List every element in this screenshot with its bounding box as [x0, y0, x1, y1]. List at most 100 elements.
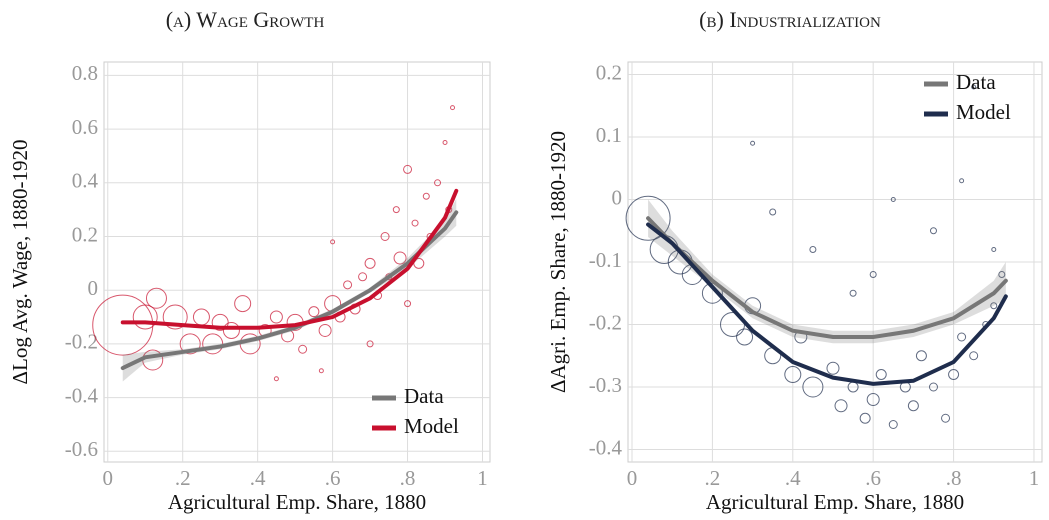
scatter-point — [948, 369, 960, 380]
scatter-point — [998, 271, 1006, 278]
scatter-point — [890, 197, 896, 202]
y-axis-label: ΔAgri. Emp. Share, 1880-1920 — [546, 131, 570, 393]
fit-line — [646, 216, 1008, 339]
x-tick-label: .4 — [785, 466, 801, 490]
scatter-point — [957, 332, 967, 342]
scatter-point — [769, 208, 777, 216]
y-axis-label: ΔLog Avg. Wage, 1880-1920 — [8, 140, 32, 385]
scatter-point — [849, 289, 857, 297]
legend-label: Model — [404, 414, 459, 438]
legend-label: Model — [956, 100, 1011, 124]
x-axis-label: Agricultural Emp. Share, 1880 — [168, 490, 426, 514]
y-tick-label: 0.4 — [72, 169, 99, 193]
scatter-point — [179, 333, 201, 355]
scatter-point — [269, 310, 283, 324]
scatter-point — [750, 140, 756, 146]
scatter-point — [625, 195, 671, 241]
scatter-point — [392, 206, 400, 214]
x-tick-label: 1 — [1029, 466, 1040, 490]
y-tick-label: -0.3 — [589, 373, 622, 397]
scatter-point — [784, 366, 802, 383]
scatter-point — [450, 105, 456, 111]
x-tick-label: .2 — [705, 466, 721, 490]
scatter-point — [990, 302, 998, 310]
scatter-point — [928, 382, 938, 392]
y-tick-label: -0.4 — [65, 383, 99, 407]
x-tick-label: 1 — [477, 466, 488, 490]
x-tick-label: .2 — [175, 466, 191, 490]
y-tick-label: 0 — [612, 185, 623, 209]
y-tick-label: 0.2 — [596, 60, 622, 84]
scatter-point — [393, 251, 407, 265]
scatter-point — [991, 247, 997, 252]
scatter-point — [959, 178, 965, 184]
scatter-point — [834, 399, 848, 413]
scatter-point — [132, 304, 158, 330]
scatter-point — [318, 323, 332, 337]
scatter-point — [403, 164, 413, 174]
scatter-point — [308, 306, 320, 318]
fit-line — [646, 222, 1008, 386]
x-axis-label: Agricultural Emp. Share, 1880 — [706, 490, 964, 514]
scatter-point — [222, 321, 240, 339]
x-tick-label: .8 — [400, 466, 416, 490]
x-tick-label: 0 — [627, 466, 638, 490]
panel-title: (a) Wage Growth — [166, 7, 325, 32]
scatter-point — [802, 376, 824, 398]
scatter-point — [202, 333, 224, 355]
scatter-point — [826, 361, 840, 375]
scatter-point — [145, 287, 167, 309]
scatter-point — [969, 351, 979, 361]
scatter-point — [888, 420, 898, 429]
y-tick-label: 0 — [88, 276, 99, 300]
scatter-point — [907, 400, 919, 412]
scatter-point — [941, 413, 951, 423]
panel-title: (b) Industrialization — [699, 7, 881, 32]
scatter-point — [162, 304, 188, 330]
scatter-point — [273, 376, 279, 382]
scatter-point — [366, 340, 374, 348]
y-tick-label: -0.1 — [589, 248, 622, 272]
scatter-point — [404, 300, 412, 308]
scatter-point — [330, 239, 336, 245]
scatter-point — [875, 369, 887, 380]
scatter-point — [866, 393, 880, 406]
legend-label: Data — [956, 70, 996, 94]
scatter-point — [915, 350, 927, 362]
y-tick-label: 0.2 — [72, 222, 98, 246]
scatter-point — [859, 412, 871, 424]
scatter-point — [929, 227, 937, 235]
legend-label: Data — [404, 384, 444, 408]
scatter-point — [364, 257, 376, 269]
scatter-point — [422, 192, 430, 200]
scatter-point — [411, 219, 419, 227]
y-tick-label: 0.6 — [72, 115, 98, 139]
scatter-point — [434, 179, 442, 187]
scatter-point — [809, 246, 817, 253]
x-tick-label: 0 — [102, 466, 113, 490]
scatter-point — [211, 313, 229, 331]
scatter-point — [736, 328, 754, 346]
scatter-point — [358, 272, 368, 282]
y-tick-label: -0.4 — [589, 435, 623, 459]
scatter-point — [869, 271, 877, 278]
scatter-point — [318, 368, 324, 374]
y-tick-label: -0.6 — [65, 437, 98, 461]
scatter-point — [380, 231, 390, 241]
scatter-point — [971, 84, 977, 90]
scatter-point — [298, 344, 308, 354]
scatter-point — [442, 140, 448, 146]
x-tick-label: .6 — [865, 466, 881, 490]
fit-line — [120, 188, 459, 330]
y-tick-label: -0.2 — [589, 310, 622, 334]
scatter-point — [234, 295, 252, 313]
x-tick-label: .8 — [946, 466, 962, 490]
scatter-point — [343, 280, 353, 290]
x-tick-label: .4 — [250, 466, 266, 490]
y-tick-label: -0.2 — [65, 330, 98, 354]
y-tick-label: 0.8 — [72, 61, 98, 85]
scatter-point — [92, 294, 154, 356]
